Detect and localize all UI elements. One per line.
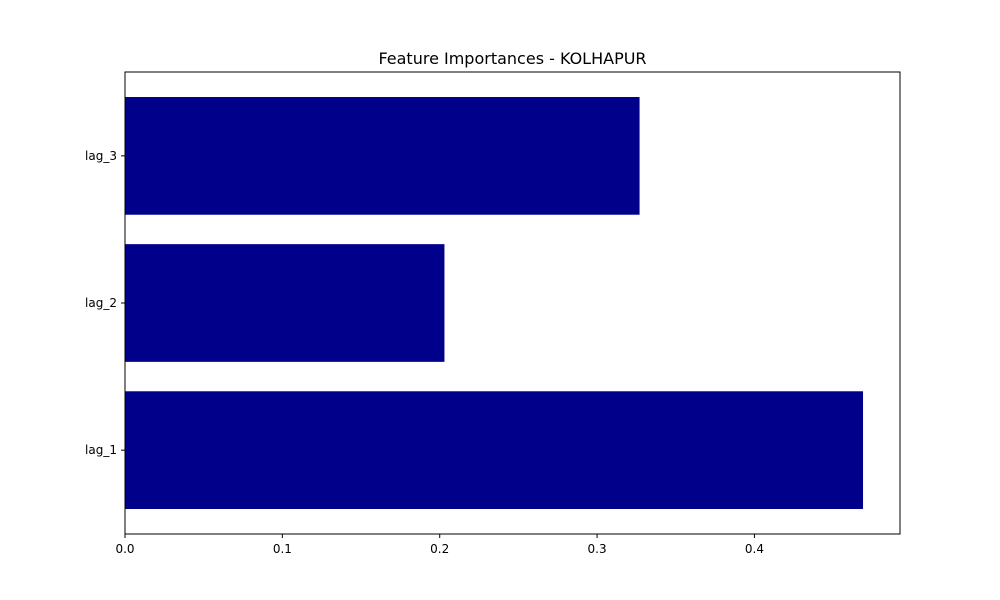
bar-lag_3 — [125, 97, 640, 215]
x-tick-label: 0.2 — [430, 542, 449, 556]
bars-group — [125, 97, 864, 509]
plot-frame — [124, 71, 901, 535]
x-tick-label: 0.3 — [588, 542, 607, 556]
bar-lag_1 — [125, 391, 864, 509]
chart-title: Feature Importances - KOLHAPUR — [378, 49, 646, 68]
y-tick-label: lag_2 — [85, 296, 117, 310]
x-tick-label: 0.1 — [273, 542, 292, 556]
x-tick-label: 0.4 — [745, 542, 764, 556]
x-axis-ticks: 0.0 0.1 0.2 0.3 0.4 — [115, 534, 764, 556]
y-axis-ticks: lag_1 lag_2 lag_3 — [85, 149, 125, 457]
bar-lag_2 — [125, 244, 445, 362]
x-tick-label: 0.0 — [115, 542, 134, 556]
y-tick-label: lag_1 — [85, 443, 117, 457]
y-tick-label: lag_3 — [85, 149, 117, 163]
